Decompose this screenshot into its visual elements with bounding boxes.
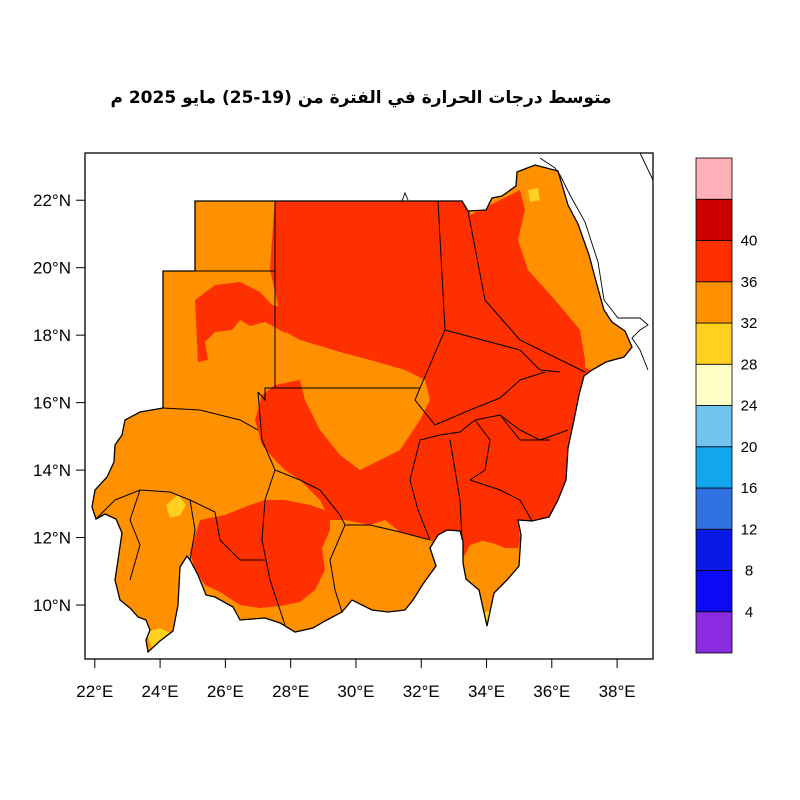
map-axes: 22°E 24°E 26°E 28°E 30°E 32°E 34°E 36°E 38°E 10°N…	[33, 191, 636, 701]
colorbar-swatch	[695, 322, 733, 365]
x-tick-label: 38°E	[599, 682, 636, 701]
colorbar-label: 28	[741, 356, 758, 373]
colorbar-swatch	[695, 363, 733, 406]
y-tick-label: 12°N	[33, 529, 71, 548]
y-tick-label: 20°N	[33, 259, 71, 278]
colorbar-swatch	[695, 570, 733, 613]
colorbar-label: 24	[741, 398, 758, 415]
colorbar-swatch	[695, 611, 733, 654]
y-tick-label: 22°N	[33, 191, 71, 210]
zone-32-36-southwest	[190, 500, 330, 608]
colorbar-label: 40	[741, 233, 758, 250]
map-title: متوسط درجات الحرارة في الفترة من (19-25)…	[110, 88, 612, 108]
x-tick-label: 26°E	[207, 682, 244, 701]
colorbar-label: 16	[741, 480, 758, 497]
x-tick-label: 30°E	[337, 682, 374, 701]
colorbar-swatch	[695, 528, 733, 571]
y-tick-label: 18°N	[33, 326, 71, 345]
frame-corner-line	[639, 152, 654, 181]
colorbar-swatch	[695, 446, 733, 489]
colorbar-swatch	[695, 240, 733, 283]
colorbar-label: 36	[741, 274, 758, 291]
zone-32-36-northwest	[195, 282, 302, 362]
x-tick-label: 32°E	[403, 682, 440, 701]
colorbar-swatch	[695, 281, 733, 324]
colorbar-label: 12	[741, 521, 758, 538]
x-tick-label: 36°E	[533, 682, 570, 701]
colorbar-label: 32	[741, 315, 758, 332]
red-sea-coast	[539, 157, 649, 371]
x-tick-label: 28°E	[272, 682, 309, 701]
y-tick-label: 10°N	[33, 596, 71, 615]
state-borders	[95, 200, 586, 626]
northern-border-notch	[401, 191, 409, 202]
colorbar-swatch	[695, 157, 733, 200]
zone-28-32-coast	[535, 170, 632, 370]
zone-24-28-west	[166, 495, 186, 518]
y-tick-label: 14°N	[33, 461, 71, 480]
x-tick-label: 22°E	[76, 682, 113, 701]
colorbar-label: 20	[741, 439, 758, 456]
colorbar-swatch	[695, 487, 733, 530]
colorbar-swatch	[695, 198, 733, 241]
temperature-colorbar: 4 8 12 16 20 24 28 32 36 40	[695, 157, 758, 654]
colorbar-label: 8	[745, 563, 753, 580]
zone-32-36-main	[255, 190, 598, 545]
zone-24-28-east-1	[528, 188, 540, 202]
y-tick-label: 16°N	[33, 394, 71, 413]
colorbar-label: 4	[745, 604, 753, 621]
colorbar-swatch	[695, 405, 733, 448]
x-tick-label: 24°E	[142, 682, 179, 701]
x-tick-label: 34°E	[468, 682, 505, 701]
sudan-outline	[91, 164, 633, 654]
